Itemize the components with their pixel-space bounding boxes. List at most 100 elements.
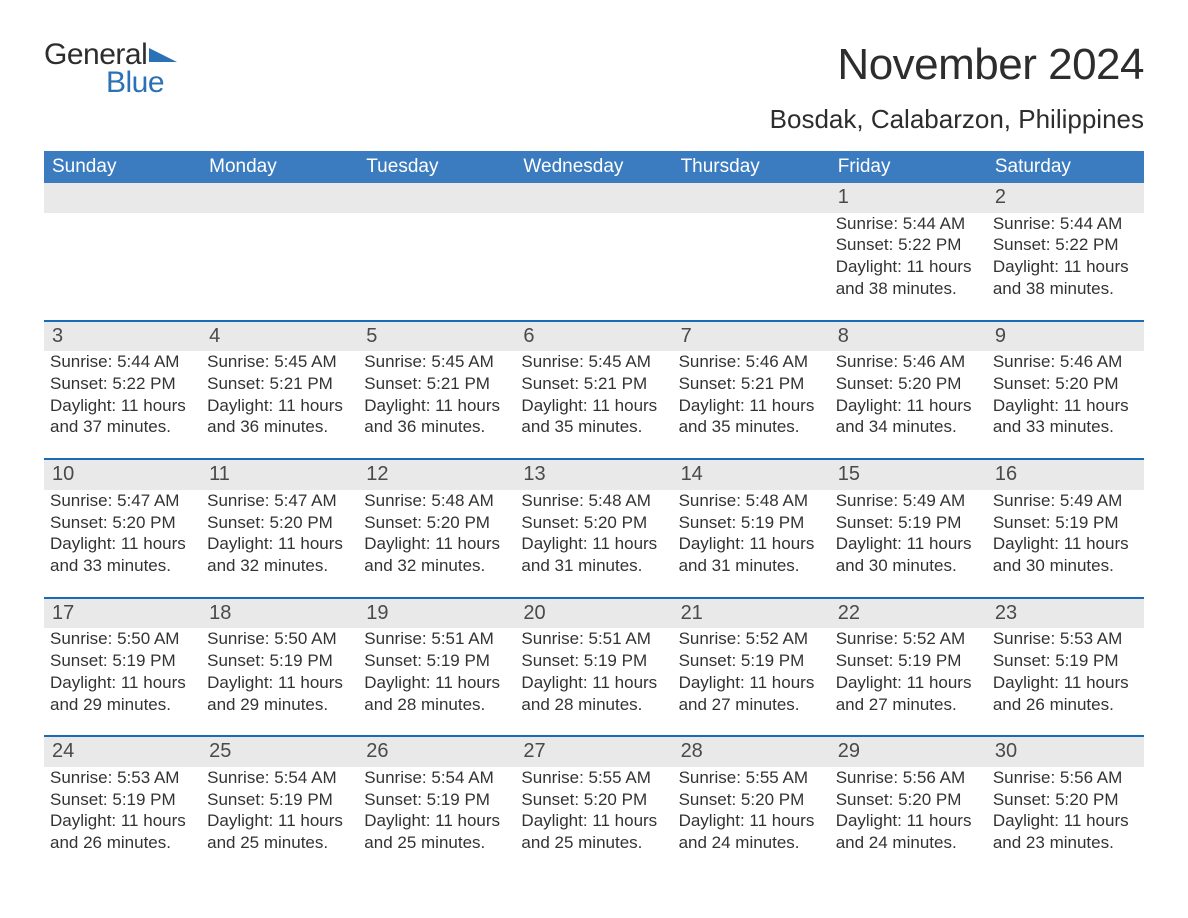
sunset-text: Sunset: 5:21 PM [364,373,509,395]
daylight-text: Daylight: 11 hours and 35 minutes. [521,395,666,439]
weekday-header: Tuesday [358,151,515,183]
day-number-cell: 14 [673,459,830,490]
header: General Blue November 2024 Bosdak, Calab… [44,40,1144,135]
day-body-cell: Sunrise: 5:52 AMSunset: 5:19 PMDaylight:… [673,628,830,736]
sunset-text: Sunset: 5:22 PM [993,234,1138,256]
daylight-text: Daylight: 11 hours and 32 minutes. [364,533,509,577]
daylight-text: Daylight: 11 hours and 30 minutes. [836,533,981,577]
day-body-cell: Sunrise: 5:56 AMSunset: 5:20 PMDaylight:… [830,767,987,874]
location-subtitle: Bosdak, Calabarzon, Philippines [770,104,1144,135]
day-number-cell: 23 [987,598,1144,629]
sunrise-text: Sunrise: 5:47 AM [50,490,195,512]
day-number-cell: 7 [673,321,830,352]
day-number-cell: 17 [44,598,201,629]
day-number-cell: 29 [830,736,987,767]
day-body-cell: Sunrise: 5:44 AMSunset: 5:22 PMDaylight:… [44,351,201,459]
day-body-cell: Sunrise: 5:49 AMSunset: 5:19 PMDaylight:… [987,490,1144,598]
day-number-cell: 5 [358,321,515,352]
day-body-cell: Sunrise: 5:46 AMSunset: 5:21 PMDaylight:… [673,351,830,459]
daylight-text: Daylight: 11 hours and 35 minutes. [679,395,824,439]
day-number-cell: 6 [515,321,672,352]
day-number-cell: 25 [201,736,358,767]
day-body-cell: Sunrise: 5:53 AMSunset: 5:19 PMDaylight:… [987,628,1144,736]
weekday-header: Friday [830,151,987,183]
sunrise-text: Sunrise: 5:46 AM [679,351,824,373]
day-body-cell: Sunrise: 5:56 AMSunset: 5:20 PMDaylight:… [987,767,1144,874]
logo: General Blue [44,40,177,98]
day-body-row: Sunrise: 5:53 AMSunset: 5:19 PMDaylight:… [44,767,1144,874]
day-number-cell [358,183,515,213]
sunset-text: Sunset: 5:20 PM [836,789,981,811]
sunset-text: Sunset: 5:19 PM [364,650,509,672]
daylight-text: Daylight: 11 hours and 26 minutes. [993,672,1138,716]
sunset-text: Sunset: 5:19 PM [993,512,1138,534]
sunrise-text: Sunrise: 5:46 AM [993,351,1138,373]
day-body-cell: Sunrise: 5:52 AMSunset: 5:19 PMDaylight:… [830,628,987,736]
day-body-cell: Sunrise: 5:54 AMSunset: 5:19 PMDaylight:… [201,767,358,874]
weekday-header: Thursday [673,151,830,183]
daylight-text: Daylight: 11 hours and 24 minutes. [836,810,981,854]
day-number-cell: 20 [515,598,672,629]
day-number-cell: 27 [515,736,672,767]
day-body-cell: Sunrise: 5:46 AMSunset: 5:20 PMDaylight:… [987,351,1144,459]
day-body-cell: Sunrise: 5:45 AMSunset: 5:21 PMDaylight:… [358,351,515,459]
day-number-cell: 16 [987,459,1144,490]
sunset-text: Sunset: 5:19 PM [836,650,981,672]
day-number-cell [515,183,672,213]
sunset-text: Sunset: 5:20 PM [521,789,666,811]
daylight-text: Daylight: 11 hours and 25 minutes. [207,810,352,854]
sunset-text: Sunset: 5:20 PM [521,512,666,534]
day-body-cell [515,213,672,321]
day-body-cell: Sunrise: 5:48 AMSunset: 5:19 PMDaylight:… [673,490,830,598]
day-body-cell: Sunrise: 5:45 AMSunset: 5:21 PMDaylight:… [515,351,672,459]
daylight-text: Daylight: 11 hours and 32 minutes. [207,533,352,577]
weekday-header-row: Sunday Monday Tuesday Wednesday Thursday… [44,151,1144,183]
sunrise-text: Sunrise: 5:44 AM [993,213,1138,235]
day-number-cell: 2 [987,183,1144,213]
sunset-text: Sunset: 5:19 PM [364,789,509,811]
daylight-text: Daylight: 11 hours and 38 minutes. [993,256,1138,300]
sunrise-text: Sunrise: 5:56 AM [836,767,981,789]
sunset-text: Sunset: 5:21 PM [679,373,824,395]
day-number-cell: 18 [201,598,358,629]
day-number-cell: 15 [830,459,987,490]
sunset-text: Sunset: 5:21 PM [207,373,352,395]
day-number-cell: 8 [830,321,987,352]
day-number-cell: 10 [44,459,201,490]
daylight-text: Daylight: 11 hours and 29 minutes. [50,672,195,716]
daylight-text: Daylight: 11 hours and 28 minutes. [364,672,509,716]
day-number-cell: 9 [987,321,1144,352]
daylight-text: Daylight: 11 hours and 25 minutes. [521,810,666,854]
day-number-row: 3456789 [44,321,1144,352]
day-body-cell: Sunrise: 5:50 AMSunset: 5:19 PMDaylight:… [44,628,201,736]
day-number-cell: 21 [673,598,830,629]
sunset-text: Sunset: 5:20 PM [993,789,1138,811]
sunset-text: Sunset: 5:19 PM [521,650,666,672]
sunrise-text: Sunrise: 5:49 AM [836,490,981,512]
sunset-text: Sunset: 5:19 PM [207,789,352,811]
sunrise-text: Sunrise: 5:48 AM [521,490,666,512]
day-number-cell: 4 [201,321,358,352]
day-body-row: Sunrise: 5:47 AM Sunset: 5:20 PM Daylight:… [44,490,1144,598]
title-block: November 2024 Bosdak, Calabarzon, Philip… [770,40,1144,135]
day-number-cell: 1 [830,183,987,213]
day-number-cell [201,183,358,213]
weekday-header: Wednesday [515,151,672,183]
month-title: November 2024 [770,40,1144,90]
sunset-text: Sunset: 5:20 PM [836,373,981,395]
daylight-text: Daylight: 11 hours and 29 minutes. [207,672,352,716]
daylight-text: Daylight: 11 hours and 27 minutes. [836,672,981,716]
sunrise-text: Sunrise: 5:47 AM [207,490,352,512]
day-body-cell [358,213,515,321]
sunrise-text: Sunrise: 5:56 AM [993,767,1138,789]
day-body-cell: Sunrise: 5:46 AMSunset: 5:20 PMDaylight:… [830,351,987,459]
sunrise-text: Sunrise: 5:52 AM [836,628,981,650]
day-body-cell [673,213,830,321]
sunset-text: Sunset: 5:19 PM [679,650,824,672]
sunrise-text: Sunrise: 5:45 AM [364,351,509,373]
sunrise-text: Sunrise: 5:48 AM [364,490,509,512]
day-number-cell: 12 [358,459,515,490]
calendar-table: Sunday Monday Tuesday Wednesday Thursday… [44,151,1144,874]
daylight-text: Daylight: 11 hours and 36 minutes. [364,395,509,439]
daylight-text: Daylight: 11 hours and 26 minutes. [50,810,195,854]
